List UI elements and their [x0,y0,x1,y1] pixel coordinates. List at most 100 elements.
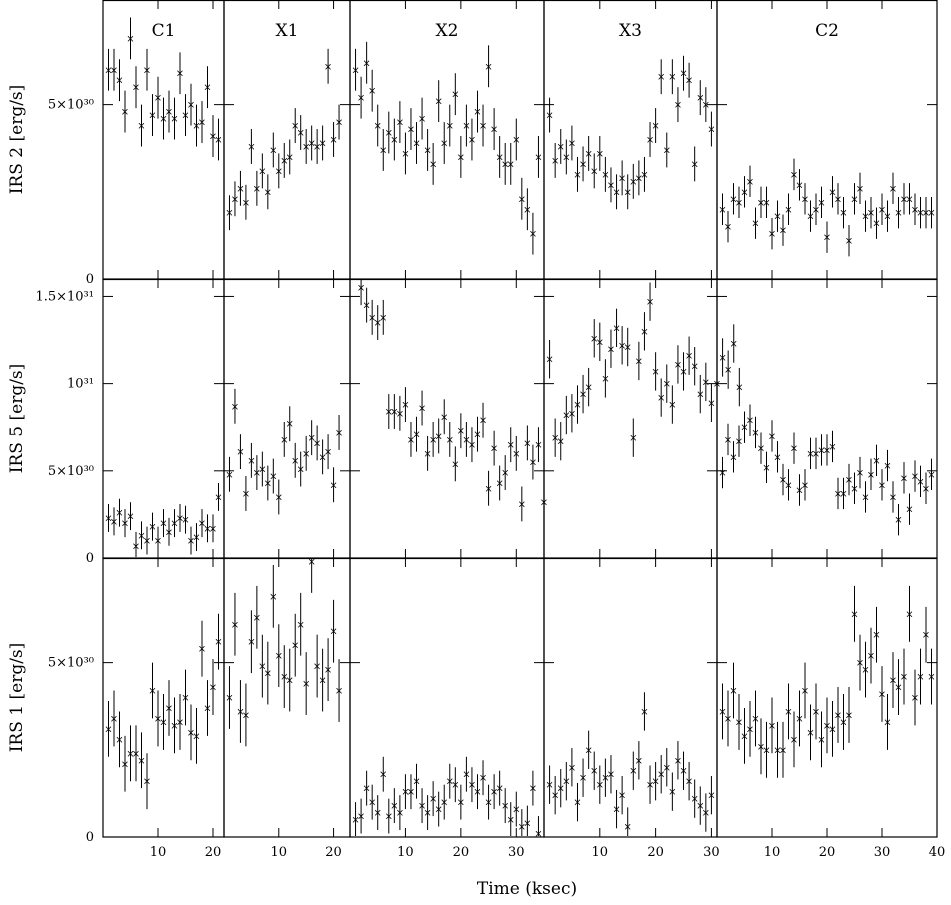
y-axis-title-row-2: IRS 5 [erg/s] [7,364,27,474]
data-point-3-X2-2: × [362,784,370,795]
data-point-1-C1-19: × [209,132,217,143]
data-point-3-X2-29: × [512,805,520,816]
data-point-1-X3-8: × [590,166,598,177]
data-point-3-X3-7: × [584,745,592,756]
data-point-1-C2-26: × [861,212,869,223]
data-point-3-X2-26: × [495,784,503,795]
data-point-2-X1-0: × [225,470,233,481]
x-tick-label-C1-0: 10 [150,845,167,860]
data-point-1-X3-13: × [618,173,626,184]
data-point-1-X2-27: × [501,159,509,170]
x-tick-label-X3-2: 30 [703,845,720,860]
data-point-3-X2-31: × [523,819,531,830]
data-point-1-C1-9: × [154,93,162,104]
data-point-1-C2-34: × [905,194,913,205]
x-axis-title: Time (ksec) [477,879,577,899]
data-point-3-C1-3: × [121,759,129,770]
data-point-1-C2-35: × [911,205,919,216]
data-point-2-C2-32: × [894,515,902,526]
data-point-2-X2-2: × [368,313,376,324]
data-point-2-C2-3: × [735,437,743,448]
data-point-3-C1-12: × [170,721,178,732]
data-point-1-X1-16: × [313,142,321,153]
data-point-2-X1-9: × [275,492,283,503]
data-point-1-X2-33: × [534,152,542,163]
data-point-1-C1-18: × [203,83,211,94]
data-point-3-C2-6: × [751,714,759,725]
x-tick-label-X2-2: 30 [508,845,525,860]
data-point-2-X2-13: × [429,435,437,446]
data-point-1-X3-20: × [657,72,665,83]
data-point-1-X2-16: × [440,138,448,149]
panel-title-C2: C2 [815,21,839,41]
data-point-2-C1-19: × [209,524,217,535]
data-point-2-X2-15: × [440,412,448,423]
data-point-3-X3-13: × [618,791,626,802]
data-point-3-X1-17: × [318,676,326,687]
data-point-2-C1-16: × [192,533,200,544]
data-point-2-X1-8: × [269,472,277,483]
data-point-3-X3-1: × [551,791,559,802]
data-point-2-C2-28: × [872,456,880,467]
data-point-1-C2-24: × [850,194,858,205]
data-point-2-X1-12: × [291,456,299,467]
data-point-1-X2-10: × [407,125,415,136]
data-point-3-X2-17: × [446,777,454,788]
data-point-2-X1-1: × [231,402,239,413]
data-point-3-X2-1: × [357,812,365,823]
data-point-1-X1-0: × [225,208,233,219]
data-point-3-X2-9: × [401,787,409,798]
data-point-2-C2-0: × [718,468,726,479]
data-point-1-C1-5: × [132,83,140,94]
data-point-2-X2-0: × [357,283,365,294]
data-point-3-C2-9: × [768,721,776,732]
data-point-2-C2-23: × [845,475,853,486]
data-point-2-C1-4: × [126,512,134,523]
data-point-1-X3-10: × [601,170,609,181]
data-point-1-C2-25: × [856,184,864,195]
data-point-2-X3-16: × [635,356,643,367]
data-point-2-C2-10: × [773,452,781,463]
data-point-3-C2-18: × [817,735,825,746]
data-point-2-X3-30: × [713,379,721,390]
data-point-3-X1-10: × [280,672,288,683]
data-point-1-C2-32: × [894,208,902,219]
data-point-2-X2-4: × [379,313,387,324]
data-point-1-C1-2: × [115,76,123,87]
data-point-3-X1-6: × [258,662,266,673]
data-point-3-X2-11: × [412,777,420,788]
data-point-3-C2-21: × [834,710,842,721]
x-tick-label-C2-0: 10 [764,845,781,860]
data-point-2-X3-10: × [601,374,609,385]
data-point-1-X2-5: × [379,145,387,156]
data-point-3-X3-6: × [579,773,587,784]
data-point-2-C1-15: × [187,536,195,547]
data-point-1-X3-7: × [584,149,592,160]
data-point-2-C2-30: × [883,461,891,472]
panel-title-C1: C1 [152,21,176,41]
data-point-2-X1-7: × [264,479,272,490]
data-point-2-X1-11: × [286,419,294,430]
data-point-2-X3-14: × [624,343,632,354]
data-point-3-X2-27: × [501,801,509,812]
data-point-2-X2-1: × [362,301,370,312]
data-point-2-C1-0: × [104,513,112,524]
data-point-1-C2-11: × [779,226,787,237]
x-tick-label-X1-1: 20 [325,845,342,860]
data-point-3-X2-33: × [534,829,542,840]
data-point-2-X2-8: × [401,400,409,411]
data-point-2-X3-5: × [573,400,581,411]
data-point-3-X2-22: × [473,787,481,798]
data-point-1-X2-9: × [401,149,409,160]
data-point-2-X2-23: × [484,484,492,495]
data-point-2-C2-36: × [916,477,924,488]
data-point-2-C1-12: × [170,519,178,530]
y-tick-label-row-3-0: 0 [86,830,94,845]
data-point-1-X1-4: × [247,142,255,153]
data-point-2-X3-8: × [590,334,598,345]
data-point-2-C2-2: × [729,452,737,463]
data-point-1-X1-10: × [280,156,288,167]
data-point-2-C2-19: × [823,445,831,456]
data-point-2-X3-0: × [545,355,553,366]
data-point-1-C2-19: × [823,233,831,244]
